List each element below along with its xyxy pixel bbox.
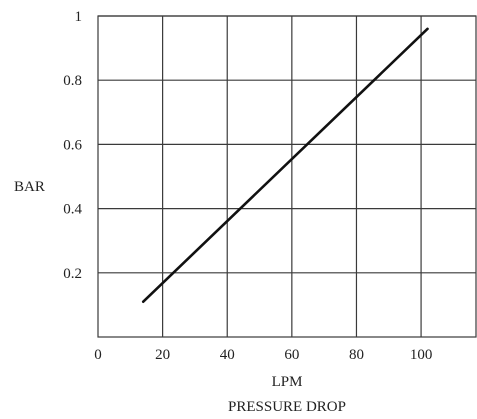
y-tick-label: 0.6 [63,137,82,153]
x-tick-label: 0 [94,347,102,363]
series-layer [141,27,429,303]
x-tick-label: 80 [349,347,364,363]
chart-title: PRESSURE DROP [228,399,346,415]
y-axis-label: BAR [14,179,45,195]
x-tick-label: 20 [155,347,170,363]
y-tick-label: 0.8 [63,73,82,89]
y-tick-label: 0.4 [63,202,82,218]
plot-frame [97,15,477,338]
y-tick-label: 1 [75,9,83,25]
tick-labels: 0 20 40 60 80 100 0.2 0.4 0.6 0.8 1 [63,9,432,363]
x-tick-label: 60 [284,347,299,363]
grid-layer [98,15,476,337]
series-line [141,27,429,303]
y-tick-label: 0.2 [63,266,82,282]
x-axis-label: LPM [272,374,303,390]
x-tick-label: 40 [220,347,235,363]
x-tick-label: 100 [410,347,433,363]
